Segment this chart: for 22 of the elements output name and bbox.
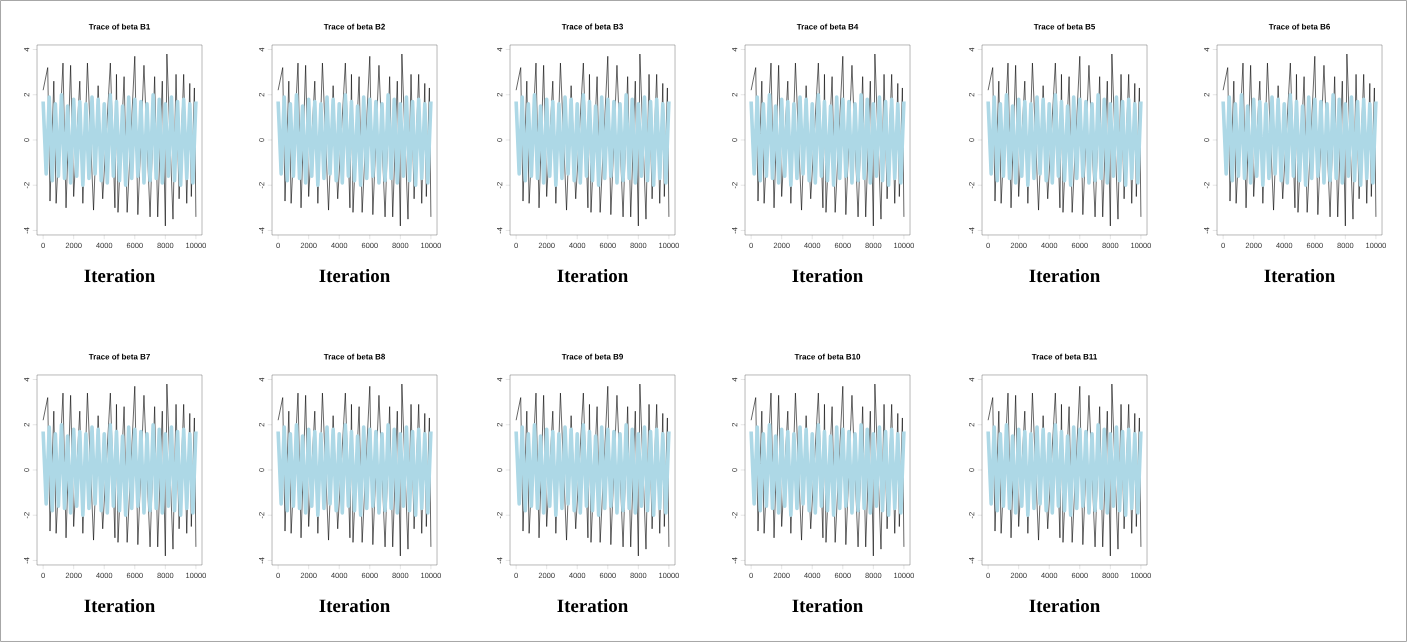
x-axis-title: Iteration xyxy=(319,268,390,283)
line-series xyxy=(41,92,198,188)
x-axis-title: Iteration xyxy=(1029,268,1100,283)
x-axis-title: Iteration xyxy=(319,598,390,613)
line-series xyxy=(986,92,1143,188)
line-series xyxy=(514,422,671,518)
line-series xyxy=(749,422,906,518)
x-axis-title: Iteration xyxy=(1264,268,1335,283)
line-series xyxy=(986,422,1143,518)
x-axis-title: Iteration xyxy=(557,268,628,283)
line-series xyxy=(1221,92,1378,188)
x-axis-title: Iteration xyxy=(792,598,863,613)
x-axis-title: Iteration xyxy=(1029,598,1100,613)
x-axis-title: Iteration xyxy=(84,268,155,283)
line-series xyxy=(514,92,671,188)
line-series xyxy=(276,92,433,188)
line-series xyxy=(276,422,433,518)
x-axis-title: Iteration xyxy=(84,598,155,613)
line-series xyxy=(41,422,198,518)
x-axis-title: Iteration xyxy=(557,598,628,613)
x-axis-title: Iteration xyxy=(792,268,863,283)
line-series xyxy=(749,92,906,188)
